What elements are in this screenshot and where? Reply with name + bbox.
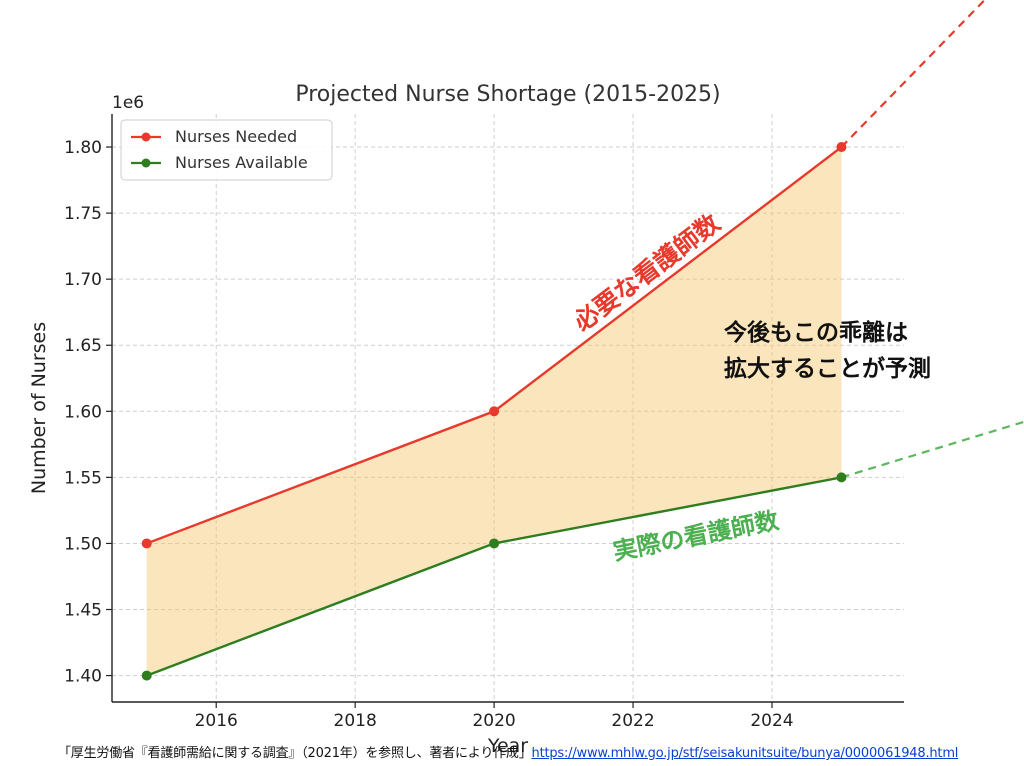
tick-labels: 2016 2018 2020 2022 2024 1.40 1.45 1.50 1.55 1.60…: [64, 138, 793, 731]
y-offset-label: 1e6: [112, 93, 144, 113]
legend-box: [120, 119, 333, 181]
y-tick-label: 1.60: [64, 402, 102, 422]
chart-title: Projected Nurse Shortage (2015-2025): [295, 82, 720, 107]
point-needed: [836, 142, 847, 153]
legend-available-marker: [141, 158, 151, 168]
legend-available-label: Nurses Available: [175, 153, 308, 172]
y-tick-label: 1.70: [64, 270, 102, 290]
y-tick-label: 1.65: [64, 336, 102, 356]
source-text: 「厚生労働省『看護師需給に関する調査』（2021年）を参照し、著者により作成」: [58, 746, 532, 761]
annotation-gap-line1: 今後もこの乖離は: [724, 319, 908, 346]
trend-available: [841, 420, 1024, 479]
x-tick-label: 2020: [472, 711, 515, 731]
annotation-gap-line2: 拡大することが予測: [724, 355, 931, 382]
point-available: [836, 472, 847, 483]
series-lines: [141, 0, 1024, 681]
y-tick-label: 1.75: [64, 204, 102, 224]
legend-needed-marker: [141, 132, 151, 142]
x-tick-label: 2024: [750, 711, 793, 731]
point-needed: [141, 538, 152, 549]
x-axis-label: Year: [487, 735, 528, 757]
point-available: [141, 670, 152, 681]
x-tick-label: 2022: [611, 711, 654, 731]
y-tick-label: 1.40: [64, 667, 102, 687]
y-tick-label: 1.80: [64, 138, 102, 158]
point-available: [489, 538, 500, 549]
y-tick-label: 1.45: [64, 601, 102, 621]
source-link[interactable]: https://www.mhlw.go.jp/stf/seisakunitsui…: [531, 746, 959, 761]
grid-lines: [112, 114, 904, 702]
point-needed: [489, 406, 500, 417]
source-footer: 「厚生労働省『看護師需給に関する調査』（2021年）を参照し、著者により作成」h…: [58, 742, 958, 761]
y-axis-label: Number of Nurses: [28, 322, 50, 494]
y-tick-label: 1.55: [64, 468, 102, 488]
axes: [106, 114, 904, 708]
legend: Nurses Needed Nurses Available: [120, 119, 333, 181]
y-tick-label: 1.50: [64, 534, 102, 554]
trend-needed: [840, 0, 987, 148]
x-tick-label: 2018: [334, 711, 377, 731]
legend-needed-label: Nurses Needed: [175, 127, 297, 146]
x-tick-label: 2016: [195, 711, 238, 731]
